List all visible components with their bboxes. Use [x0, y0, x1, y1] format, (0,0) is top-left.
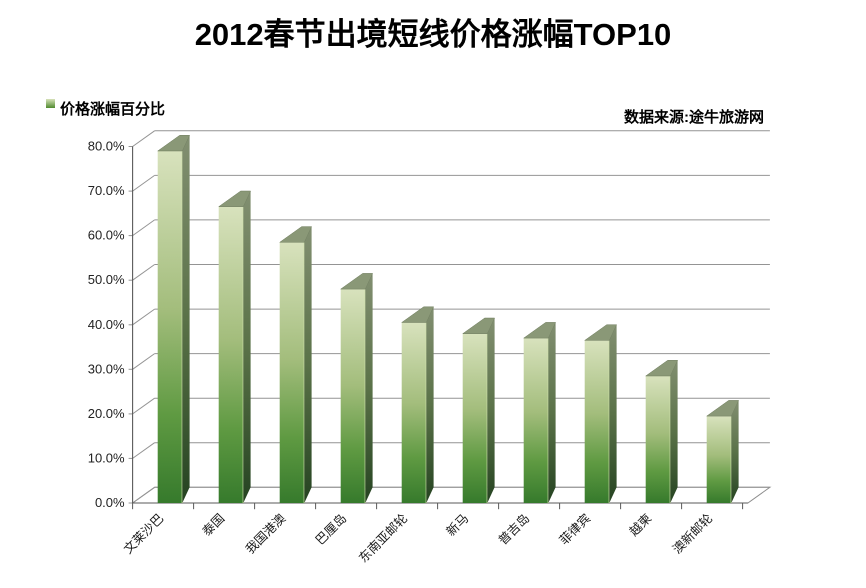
svg-text:40.0%: 40.0% — [88, 317, 125, 332]
svg-text:越柬: 越柬 — [627, 511, 655, 539]
svg-text:10.0%: 10.0% — [88, 450, 125, 465]
svg-text:菲律宾: 菲律宾 — [556, 511, 593, 548]
svg-text:70.0%: 70.0% — [88, 183, 125, 198]
svg-text:60.0%: 60.0% — [88, 228, 125, 243]
svg-text:东南亚邮轮: 东南亚邮轮 — [356, 511, 411, 566]
svg-text:巴厘岛: 巴厘岛 — [312, 511, 349, 548]
svg-text:80.0%: 80.0% — [88, 139, 125, 154]
svg-text:普吉岛: 普吉岛 — [495, 511, 532, 548]
svg-text:新马: 新马 — [443, 511, 471, 539]
svg-text:0.0%: 0.0% — [95, 495, 125, 510]
svg-text:20.0%: 20.0% — [88, 406, 125, 421]
svg-text:澳新邮轮: 澳新邮轮 — [669, 511, 715, 557]
svg-text:泰国: 泰国 — [200, 511, 228, 539]
svg-text:文莱沙巴: 文莱沙巴 — [120, 511, 166, 557]
svg-text:30.0%: 30.0% — [88, 361, 125, 376]
svg-text:我国港澳: 我国港澳 — [243, 511, 289, 557]
svg-text:50.0%: 50.0% — [88, 272, 125, 287]
